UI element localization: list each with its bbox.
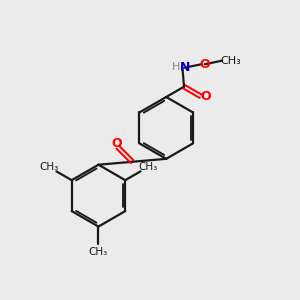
Text: N: N [179, 61, 190, 74]
Text: O: O [201, 90, 211, 103]
Text: O: O [112, 137, 122, 150]
Text: CH₃: CH₃ [138, 162, 157, 172]
Text: CH₃: CH₃ [220, 56, 241, 66]
Text: O: O [200, 58, 210, 71]
Text: CH₃: CH₃ [89, 248, 108, 257]
Text: CH₃: CH₃ [40, 162, 59, 172]
Text: H: H [172, 62, 180, 72]
